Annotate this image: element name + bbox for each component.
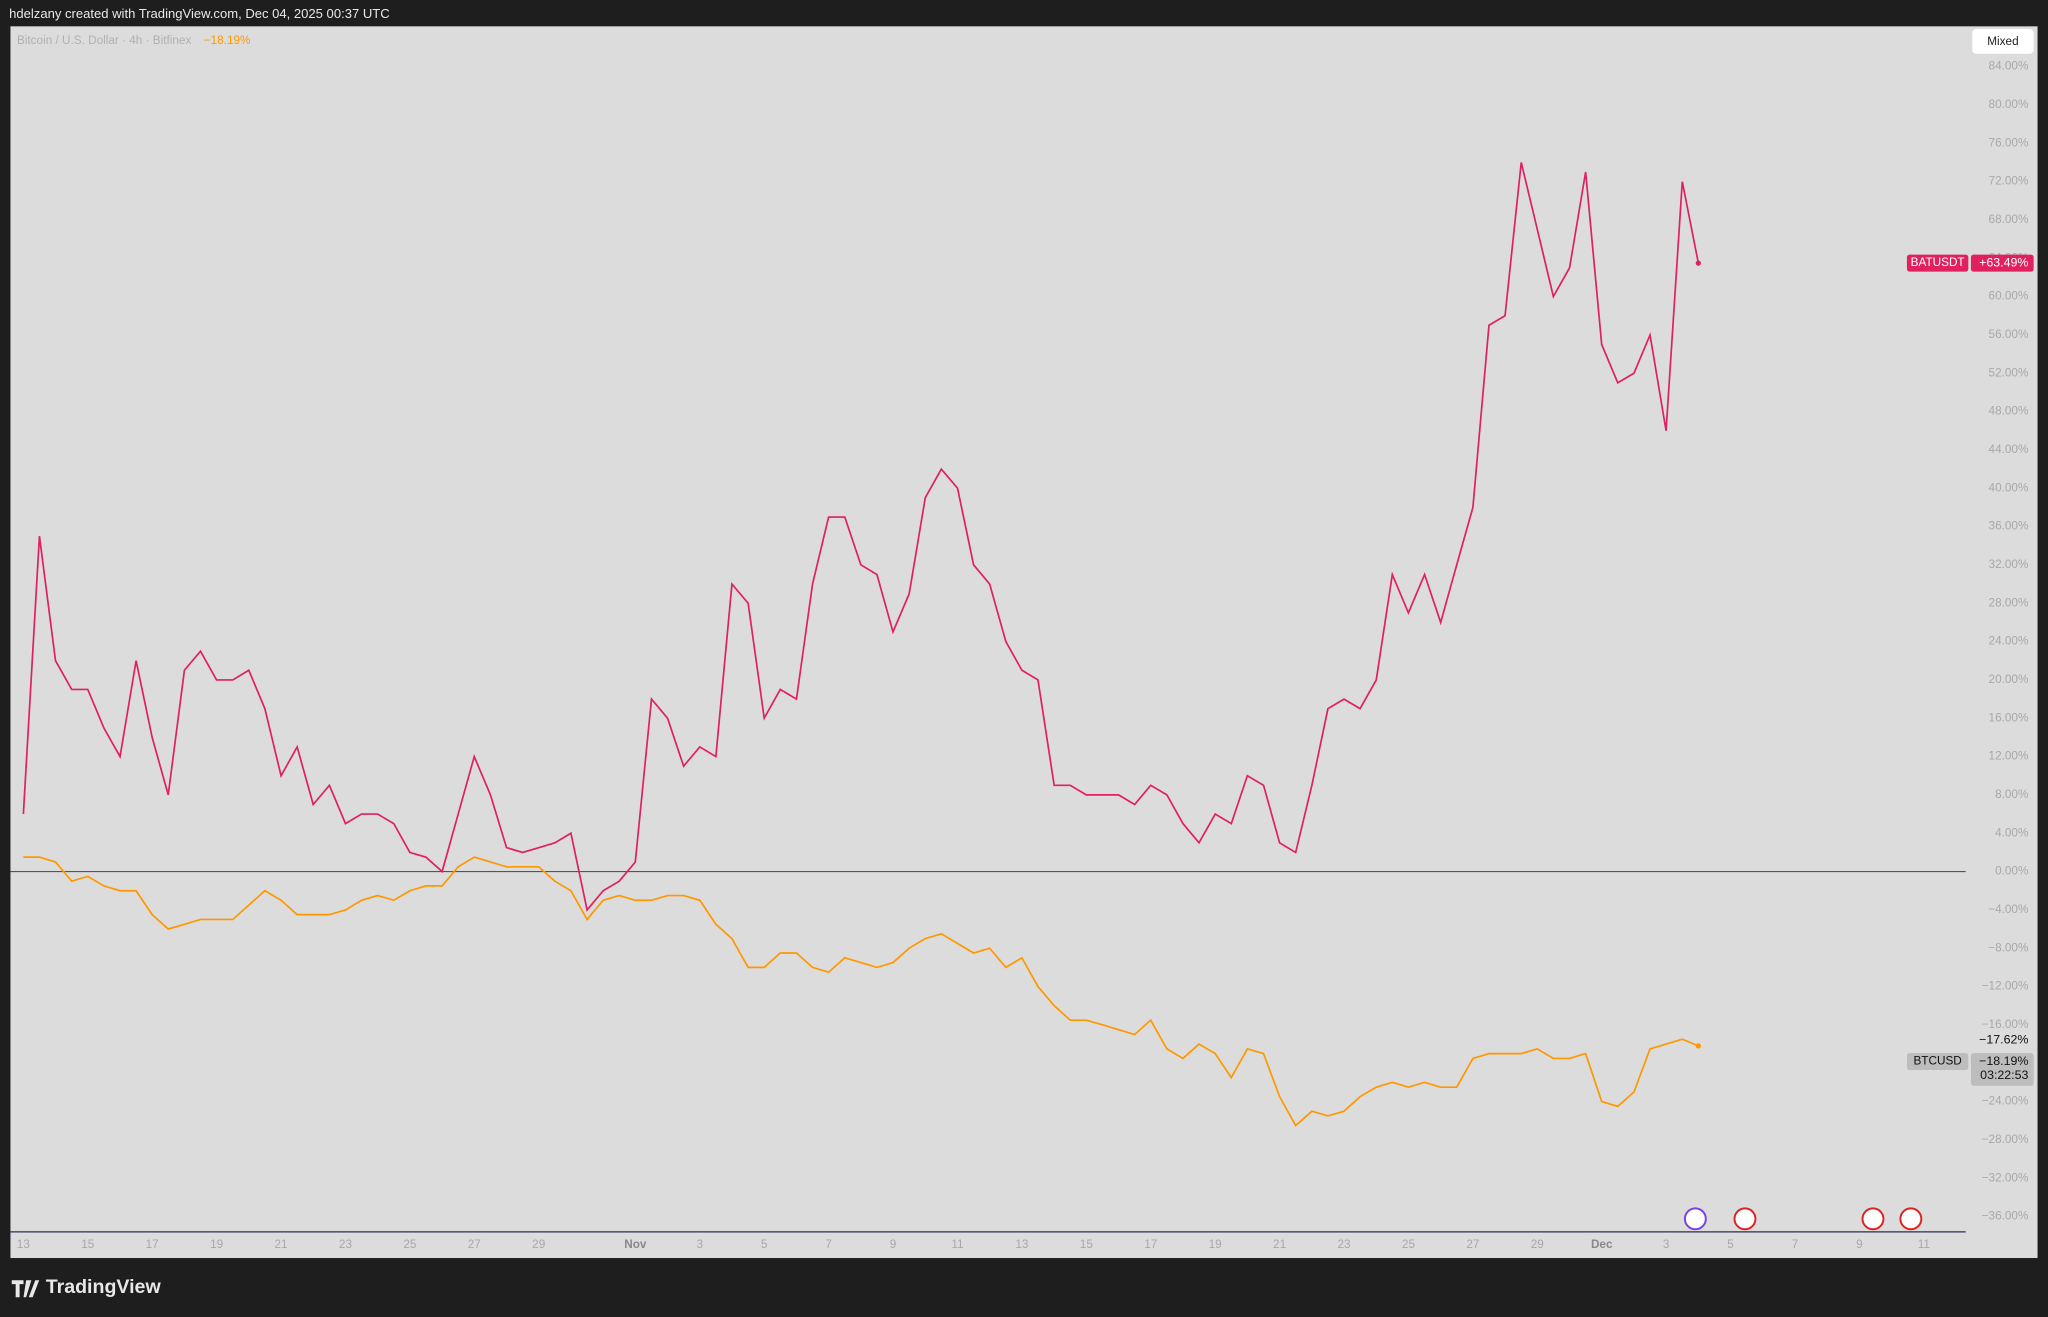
last-point <box>1695 1043 1701 1049</box>
name-badge <box>1906 254 1969 272</box>
y-tick-label: 4.00% <box>1995 826 2029 839</box>
y-tick-label: 28.00% <box>1989 596 2029 609</box>
y-tick-label: 72.00% <box>1989 175 2029 188</box>
price-line-label: −17.62% <box>1979 1033 2028 1047</box>
last-point <box>1695 260 1701 266</box>
y-tick-label: 8.00% <box>1995 788 2029 801</box>
y-tick-label: −36.00% <box>1982 1210 2029 1223</box>
x-tick-label: 5 <box>761 1238 768 1251</box>
event-icons <box>1683 1207 1923 1231</box>
x-tick-label: 21 <box>274 1238 287 1251</box>
symbol-info: Bitcoin / U.S. Dollar · 4h · Bitfinex <box>17 34 191 47</box>
x-tick-label: 25 <box>1402 1238 1416 1251</box>
credit: hdelzany created with TradingView.com, D… <box>9 6 390 21</box>
x-tick-label: 3 <box>1663 1238 1670 1251</box>
x-tick-label: 21 <box>1273 1238 1286 1251</box>
y-tick-label: 24.00% <box>1989 635 2029 648</box>
y-tick-label: 52.00% <box>1989 366 2029 379</box>
x-tick-label: 29 <box>532 1238 545 1251</box>
x-tick-label: 13 <box>17 1238 31 1251</box>
y-tick-label: 40.00% <box>1989 481 2029 494</box>
y-tick-label: 48.00% <box>1989 405 2029 418</box>
countdown: 03:22:53 <box>1980 1068 2028 1082</box>
value-badge-label: −18.19% <box>1979 1054 2028 1068</box>
logo: TradingView <box>11 1276 162 1298</box>
y-tick-label: −24.00% <box>1982 1095 2029 1108</box>
x-tick-label: 11 <box>1918 1238 1930 1251</box>
x-tick-label: 5 <box>1727 1238 1734 1251</box>
y-tick-label: −12.00% <box>1982 980 2029 993</box>
brand: TradingView <box>46 1276 162 1298</box>
y-tick-label: 56.00% <box>1989 328 2029 341</box>
x-tick-label: 23 <box>339 1238 353 1251</box>
y-tick-label: 76.00% <box>1989 136 2029 149</box>
y-tick-label: 32.00% <box>1989 558 2029 571</box>
name-badge <box>1906 1053 1969 1071</box>
event-icon[interactable] <box>1861 1207 1885 1231</box>
x-tick-label: 19 <box>1209 1238 1222 1251</box>
y-tick-label: −28.00% <box>1982 1133 2029 1146</box>
x-tick-label: 9 <box>890 1238 897 1251</box>
y-tick-label: 12.00% <box>1989 750 2029 763</box>
scale-mode-button[interactable] <box>1972 28 2034 54</box>
name-badge-label: BATUSDT <box>1911 256 1965 269</box>
y-tick-label: 60.00% <box>1989 290 2029 303</box>
y-tick-label: −8.00% <box>1988 941 2029 954</box>
y-tick-label: 80.00% <box>1989 98 2029 111</box>
y-tick-label: −4.00% <box>1988 903 2029 916</box>
price-line-bg <box>1970 1032 2034 1049</box>
x-tick-label: 11 <box>951 1238 963 1251</box>
scale-mode-label[interactable]: Mixed <box>1987 35 2018 48</box>
x-tick-label: Nov <box>624 1238 647 1251</box>
y-tick-label: −16.00% <box>1982 1018 2029 1031</box>
x-tick-label: 15 <box>1080 1238 1094 1251</box>
x-tick-label: 19 <box>210 1238 223 1251</box>
x-tick-label: 15 <box>81 1238 95 1251</box>
y-tick-label: 0.00% <box>1995 865 2029 878</box>
x-tick-label: 17 <box>1144 1238 1157 1251</box>
series-line <box>23 856 1699 1127</box>
series-line <box>22 162 1700 912</box>
x-tick-label: 7 <box>825 1238 832 1251</box>
logo-mark <box>11 1280 40 1298</box>
x-tick-label: 7 <box>1792 1238 1799 1251</box>
value-badge <box>1970 1053 2034 1086</box>
x-tick-label: 27 <box>1466 1238 1479 1251</box>
x-tick-label: 25 <box>403 1238 417 1251</box>
y-tick-label: 16.00% <box>1989 711 2029 724</box>
event-icon[interactable] <box>1899 1207 1923 1231</box>
y-tick-label: 44.00% <box>1989 443 2029 456</box>
x-tick-label: 9 <box>1856 1238 1863 1251</box>
y-tick-label: 36.00% <box>1989 520 2029 533</box>
y-tick-label: 20.00% <box>1989 673 2029 686</box>
x-tick-label: 3 <box>697 1238 704 1251</box>
y-tick-label: 68.00% <box>1989 213 2029 226</box>
chart-pane <box>10 26 2038 1259</box>
x-tick-label: Dec <box>1591 1238 1613 1251</box>
legend-value: −18.19% <box>204 34 251 47</box>
value-badge-label: +63.49% <box>1979 255 2028 269</box>
x-tick-label: 29 <box>1531 1238 1544 1251</box>
event-icon[interactable] <box>1733 1207 1757 1231</box>
x-tick-label: 27 <box>468 1238 481 1251</box>
x-tick-label: 17 <box>146 1238 159 1251</box>
y-tick-label: −32.00% <box>1982 1171 2029 1184</box>
y-tick-label: 84.00% <box>1989 60 2029 73</box>
event-icon[interactable] <box>1683 1207 1707 1231</box>
x-tick-label: 13 <box>1015 1238 1029 1251</box>
x-tick-label: 23 <box>1337 1238 1351 1251</box>
value-badge <box>1970 254 2034 272</box>
name-badge-label: BTCUSD <box>1913 1055 1961 1068</box>
